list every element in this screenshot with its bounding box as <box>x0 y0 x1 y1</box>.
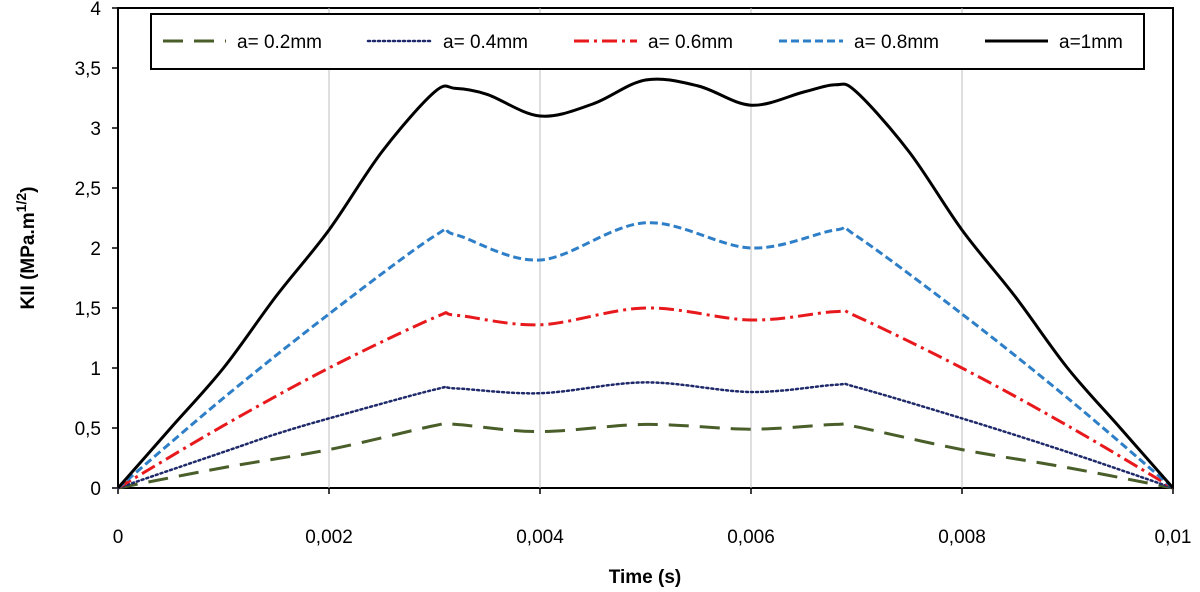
legend: a= 0.2mm a= 0.4mm a= 0.6mm a= 0.8mm a=1mm <box>150 13 1145 70</box>
y-tick-label: 0,5 <box>75 419 101 440</box>
axes: 0 0,002 0,004 0,006 0,008 0,01 0 0,5 1 1,5 2 2,5 3 3,… <box>75 0 1192 548</box>
y-tick-label: 3,5 <box>75 59 101 80</box>
series-line-a-0-4mm <box>116 381 1175 490</box>
y-axis-title-close: ) <box>18 187 39 193</box>
legend-label: a= 0.2mm <box>237 32 322 53</box>
y-tick-label: 1,5 <box>75 299 101 320</box>
x-tick-label: 0,008 <box>938 527 986 548</box>
grid-lines <box>328 8 963 488</box>
x-tick-label: 0,002 <box>305 527 353 548</box>
x-tick-label: 0,006 <box>727 527 775 548</box>
y-tick-label: 2,5 <box>75 179 101 200</box>
y-tick-label: 4 <box>90 0 101 20</box>
y-axis-title: KII (MPa.m1/2) <box>13 187 39 310</box>
legend-label: a= 0.8mm <box>854 32 939 53</box>
legend-label: a=1mm <box>1059 32 1123 53</box>
series-line-a-1mm <box>116 77 1175 489</box>
legend-label: a= 0.4mm <box>443 32 528 53</box>
x-tick-label: 0 <box>113 527 124 548</box>
x-tick-label: 0,004 <box>516 527 564 548</box>
y-tick-label: 1 <box>90 359 101 380</box>
legend-label: a= 0.6mm <box>648 32 733 53</box>
x-axis-title: Time (s) <box>609 567 682 588</box>
series-line-a-0-8mm <box>117 221 1174 490</box>
y-tick-label: 0 <box>90 479 101 500</box>
x-tick-label: 0,01 <box>1155 527 1192 548</box>
y-axis-title-sup: 1/2 <box>13 193 29 213</box>
series-line-a-0-6mm <box>117 306 1174 490</box>
y-axis-title-main: KII (MPa.m <box>18 212 39 309</box>
series-group <box>116 77 1175 490</box>
y-tick-label: 3 <box>90 119 101 140</box>
y-tick-label: 2 <box>90 239 101 260</box>
series-line-a-0-2mm <box>117 421 1174 490</box>
legend-box <box>150 13 1145 70</box>
